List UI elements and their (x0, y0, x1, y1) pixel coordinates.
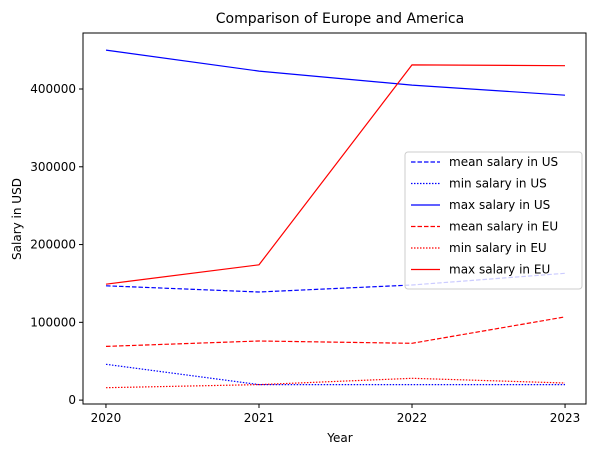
plot-area-frame (82, 32, 587, 405)
y-axis-label: Salary in USD (10, 178, 24, 260)
y-tick-label: 200000 (30, 238, 76, 252)
legend-entry-label: min salary in US (449, 177, 547, 191)
y-tick-label: 0 (68, 393, 76, 407)
series-lines (105, 49, 566, 389)
series-line-1 (105, 272, 566, 293)
series-line-6 (105, 64, 566, 285)
legend-entry-label: max salary in US (449, 198, 550, 212)
x-tick-label: 2022 (397, 411, 428, 425)
series-line-3 (105, 49, 566, 96)
x-axis-ticks: 2020 2021 2022 2023 (91, 404, 581, 425)
x-tick-label: 2020 (91, 411, 122, 425)
y-tick-label: 300000 (30, 160, 76, 174)
y-tick-label: 100000 (30, 315, 76, 329)
chart-title: Comparison of Europe and America (216, 11, 464, 27)
x-tick-label: 2023 (550, 411, 581, 425)
legend-entry-label: mean salary in US (449, 155, 558, 169)
x-tick-label: 2021 (244, 411, 275, 425)
series-line-2 (105, 363, 565, 386)
series-line-4 (105, 316, 566, 347)
legend: mean salary in US min salary in US max sal… (404, 151, 583, 290)
legend-entry-label: max salary in EU (449, 263, 550, 277)
y-axis-ticks: 0 100000 200000 300000 400000 (30, 82, 83, 407)
y-tick-label: 400000 (30, 82, 76, 96)
legend-entry-label: min salary in EU (449, 241, 547, 255)
legend-entry-label: mean salary in EU (449, 220, 558, 234)
x-axis-label: Year (326, 431, 352, 445)
legend-box (404, 151, 583, 290)
series-line-5 (105, 377, 566, 389)
